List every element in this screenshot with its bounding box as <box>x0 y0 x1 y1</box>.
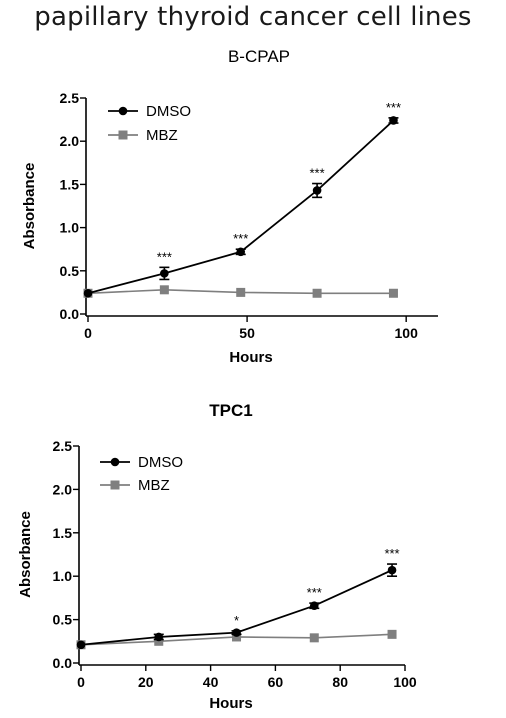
y-tick-label: 0.5 <box>60 263 80 279</box>
legend-marker-dmso <box>118 106 128 116</box>
significance-label: * <box>234 613 239 628</box>
data-point-dmso <box>160 269 169 278</box>
significance-label: *** <box>384 546 399 561</box>
y-tick-label: 1.5 <box>60 176 80 192</box>
legend-marker-dmso <box>110 457 120 467</box>
significance-label: *** <box>386 100 401 115</box>
data-point-dmso <box>387 565 397 575</box>
data-point-dmso <box>236 247 246 257</box>
chart-b-cpap: B-CPAP 0.0 0.5 1.0 1.5 2.0 2.5 0 50 100 Hours Absor… <box>21 47 438 366</box>
legend-label-mbz: MBZ <box>146 127 178 144</box>
y-tick-label: 0.0 <box>60 306 80 322</box>
data-point-mbz <box>387 629 397 639</box>
y-axis-label: Absorbance <box>21 163 38 250</box>
x-tick-label: 60 <box>268 674 284 690</box>
data-point-dmso <box>309 601 319 611</box>
legend-label-mbz: MBZ <box>138 477 170 494</box>
chart-title: TPC1 <box>209 401 252 420</box>
x-tick-label: 80 <box>332 674 348 690</box>
significance-label: *** <box>233 231 248 246</box>
data-point-mbz <box>154 636 164 646</box>
chart-tpc1: TPC1 0.0 0.5 1.0 1.5 2.0 2.5 0 20 40 60 80 100 Hours A… <box>17 401 417 712</box>
data-point-dmso <box>312 186 322 195</box>
x-tick-label: 0 <box>84 325 92 341</box>
data-point-mbz <box>388 288 398 298</box>
data-point-mbz <box>309 633 319 643</box>
series-line-dmso <box>87 119 395 295</box>
chart-title: B-CPAP <box>228 47 290 66</box>
significance-label: *** <box>157 249 172 264</box>
significance-label: *** <box>309 166 324 181</box>
y-tick-label: 1.0 <box>60 220 80 236</box>
legend-marker-mbz <box>110 480 120 490</box>
data-point-dmso <box>232 628 241 637</box>
x-tick-label: 50 <box>239 325 255 341</box>
legend-marker-mbz <box>118 130 128 140</box>
data-point-mbz <box>236 287 246 297</box>
y-tick-label: 2.0 <box>60 133 80 149</box>
y-tick-label: 0.0 <box>53 655 73 671</box>
x-tick-label: 100 <box>395 325 419 341</box>
data-point-dmso <box>389 116 398 125</box>
y-tick-label: 1.0 <box>53 568 73 584</box>
y-tick-label: 2.0 <box>53 481 73 497</box>
y-tick-label: 2.5 <box>60 90 80 106</box>
data-point-mbz <box>159 285 169 295</box>
data-point-mbz <box>232 632 242 642</box>
y-tick-label: 1.5 <box>53 525 73 541</box>
y-axis-label: Absorbance <box>17 511 34 598</box>
x-axis-label: Hours <box>229 349 272 366</box>
data-point-mbz <box>312 288 322 298</box>
data-point-dmso <box>83 288 93 298</box>
x-tick-label: 0 <box>77 674 85 690</box>
x-axis-label: Hours <box>209 695 252 712</box>
x-tick-label: 20 <box>138 674 154 690</box>
data-point-dmso <box>154 632 164 642</box>
legend-label-dmso: DMSO <box>138 454 183 471</box>
significance-label: *** <box>307 585 322 600</box>
y-tick-label: 0.5 <box>53 612 73 628</box>
y-tick-label: 2.5 <box>53 438 73 454</box>
data-point-dmso <box>76 640 86 650</box>
figure-heading: papillary thyroid cancer cell lines <box>34 2 472 32</box>
legend-label-dmso: DMSO <box>146 103 191 120</box>
x-tick-label: 40 <box>203 674 219 690</box>
x-tick-label: 100 <box>393 674 417 690</box>
